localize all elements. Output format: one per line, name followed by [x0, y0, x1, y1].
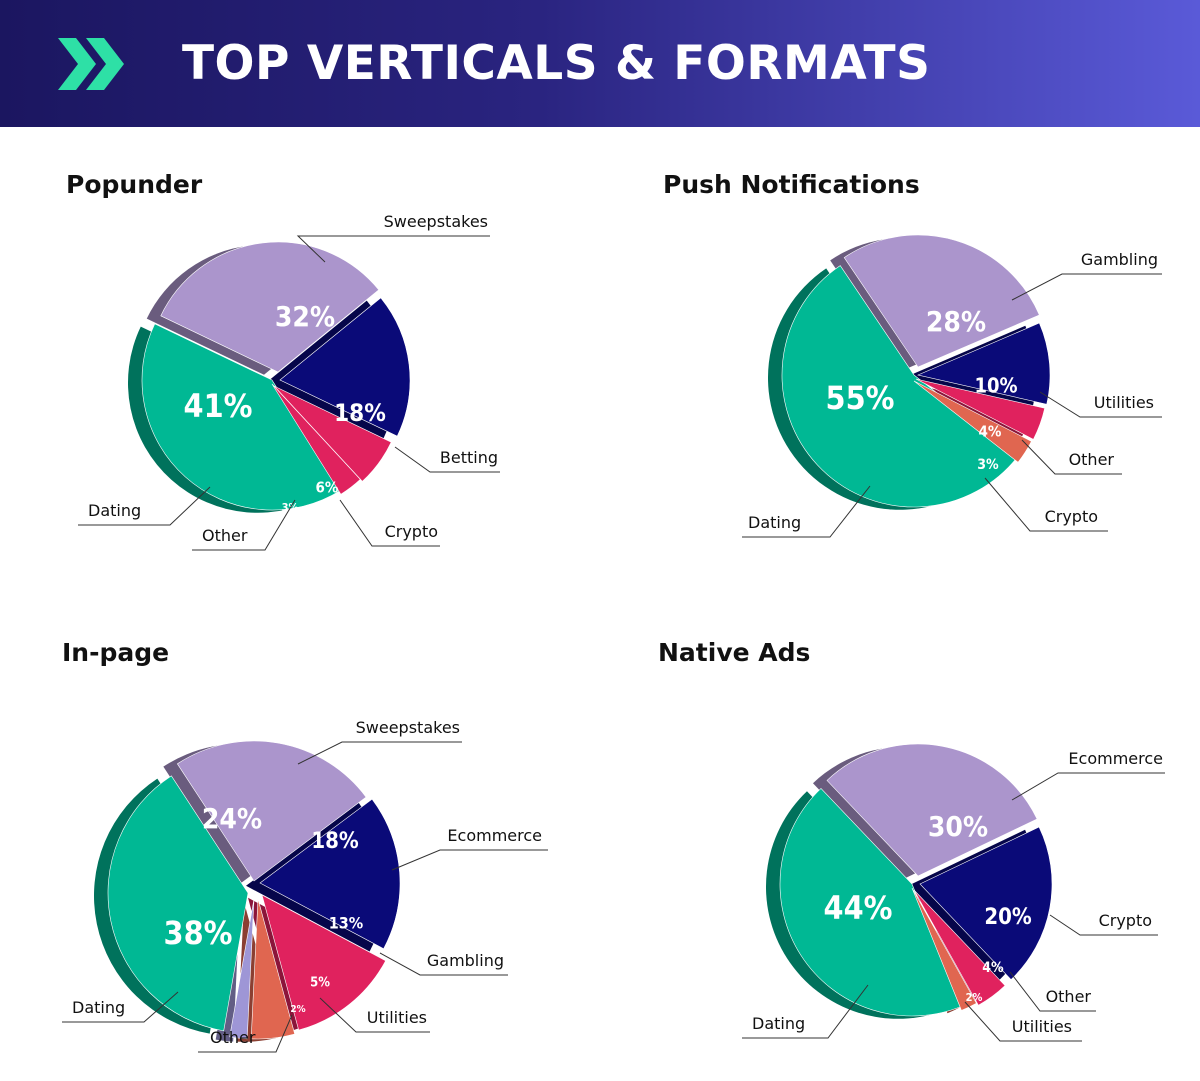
- slice-dating: [141, 323, 342, 511]
- data-label-crypto: 20%: [984, 905, 1032, 930]
- data-label-dating: 55%: [826, 379, 895, 417]
- category-label-sweepstakes: Sweepstakes: [356, 718, 460, 737]
- slice-crypto: [273, 385, 392, 482]
- data-label-sweepstakes: 32%: [275, 300, 335, 333]
- data-label-betting: 18%: [334, 399, 386, 427]
- leader-line-sweepstakes: [297, 741, 462, 765]
- category-label-crypto: Crypto: [1099, 911, 1152, 930]
- pie-chart-in-page: 38% 24% 18% 13% 5% 2% Dating Sweepstakes Ecommer…: [62, 718, 548, 1053]
- leader-line-ecommerce: [1011, 772, 1165, 801]
- category-label-dating: Dating: [72, 998, 125, 1017]
- slice-dating: [781, 265, 1019, 508]
- slice-sweepstakes: [176, 740, 367, 882]
- data-label-sweepstakes: 24%: [202, 802, 262, 835]
- leader-line-crypto: [339, 499, 440, 547]
- category-label-betting: Betting: [440, 448, 498, 467]
- data-label-other: 4%: [982, 960, 1004, 976]
- data-label-crypto: 6%: [316, 479, 339, 497]
- category-label-ecommerce: Ecommerce: [447, 826, 542, 845]
- leader-line-crypto: [1049, 914, 1158, 936]
- category-label-utilities: Utilities: [1094, 393, 1154, 412]
- category-label-dating: Dating: [748, 513, 801, 532]
- pie-chart-native-ads: 44% 30% 20% 4% 2% Dating Ecommerce Crypto Other U…: [742, 743, 1165, 1042]
- chart-title-popunder: Popunder: [66, 170, 203, 199]
- slice-sweepstakes: [160, 241, 380, 373]
- data-label-utilities: 5%: [310, 976, 330, 991]
- leader-line-betting: [394, 446, 500, 473]
- leader-line-gambling: [379, 952, 508, 976]
- chart-title-push-notifications: Push Notifications: [663, 170, 920, 199]
- data-label-ecommerce: 18%: [311, 829, 359, 854]
- leader-line-other: [1021, 439, 1122, 475]
- leader-line-other: [198, 1014, 293, 1053]
- category-label-dating: Dating: [88, 501, 141, 520]
- double-chevron-right-icon: [58, 38, 124, 90]
- category-label-ecommerce: Ecommerce: [1068, 749, 1163, 768]
- slice-other: [915, 378, 1046, 440]
- leader-line-other: [1009, 971, 1096, 1012]
- data-label-other: 4%: [979, 423, 1002, 441]
- slice-crypto: [913, 380, 1032, 463]
- data-label-dating: 41%: [184, 387, 253, 425]
- data-label-utilities: 10%: [974, 374, 1017, 398]
- slice-utilities: [250, 898, 296, 1040]
- chart-title-in-page: In-page: [62, 638, 170, 667]
- category-label-crypto: Crypto: [1045, 507, 1098, 526]
- category-label-other: Other: [1046, 987, 1092, 1006]
- slice-ecommerce: [259, 798, 401, 950]
- slice-other: [271, 383, 361, 495]
- data-label-other: 2%: [290, 1004, 305, 1015]
- data-label-dating: 38%: [164, 914, 233, 952]
- slice-dating: [107, 775, 249, 1032]
- slice-other: [913, 889, 1006, 1006]
- category-label-utilities: Utilities: [1012, 1017, 1072, 1036]
- data-label-crypto: 3%: [977, 457, 999, 473]
- chart-title-native-ads: Native Ads: [658, 638, 811, 667]
- leader-line-dating: [62, 991, 179, 1023]
- leader-line-sweepstakes: [296, 235, 490, 263]
- leader-line-utilities: [1039, 391, 1162, 418]
- leader-line-utilities: [319, 997, 430, 1033]
- page-title: TOP VERTICALS & FORMATS: [182, 36, 931, 91]
- leader-line-dating: [742, 485, 871, 538]
- data-label-utilities: 2%: [966, 991, 983, 1004]
- header-banner: TOP VERTICALS & FORMATS: [0, 0, 1200, 127]
- category-label-other: Other: [202, 526, 248, 545]
- leader-line-dating: [78, 486, 211, 526]
- leader-line-dating: [742, 984, 869, 1039]
- category-label-utilities: Utilities: [367, 1008, 427, 1027]
- slice-dating: [779, 787, 962, 1017]
- category-label-gambling: Gambling: [1081, 250, 1158, 269]
- leader-line-utilities: [964, 1001, 1082, 1042]
- data-label-dating: 44%: [824, 889, 893, 927]
- category-label-dating: Dating: [752, 1014, 805, 1033]
- data-label-gambling: 13%: [329, 914, 363, 933]
- category-label-gambling: Gambling: [427, 951, 504, 970]
- leader-line-other: [192, 499, 296, 551]
- leader-line-ecommerce: [391, 849, 548, 871]
- slice-gambling: [261, 894, 387, 1031]
- data-label-gambling: 28%: [926, 305, 986, 338]
- leader-line-crypto: [984, 477, 1108, 532]
- leader-line-gambling: [1011, 273, 1162, 301]
- category-label-other: Other: [1069, 450, 1115, 469]
- data-label-ecommerce: 30%: [928, 810, 988, 843]
- slice-betting: [279, 297, 411, 437]
- slice-utilities: [917, 322, 1051, 405]
- category-label-other: Other: [210, 1028, 256, 1047]
- slice-other: [229, 898, 255, 1040]
- category-label-sweepstakes: Sweepstakes: [384, 212, 488, 231]
- slice-crypto: [919, 826, 1053, 981]
- pie-chart-push-notifications: 55% 28% 10% 4% 3% Dating Gambling Utilities Othe…: [742, 234, 1162, 538]
- pie-chart-popunder: 41%32%18%6%3%DatingSweepstakesBettingCry…: [78, 212, 500, 551]
- category-label-crypto: Crypto: [385, 522, 438, 541]
